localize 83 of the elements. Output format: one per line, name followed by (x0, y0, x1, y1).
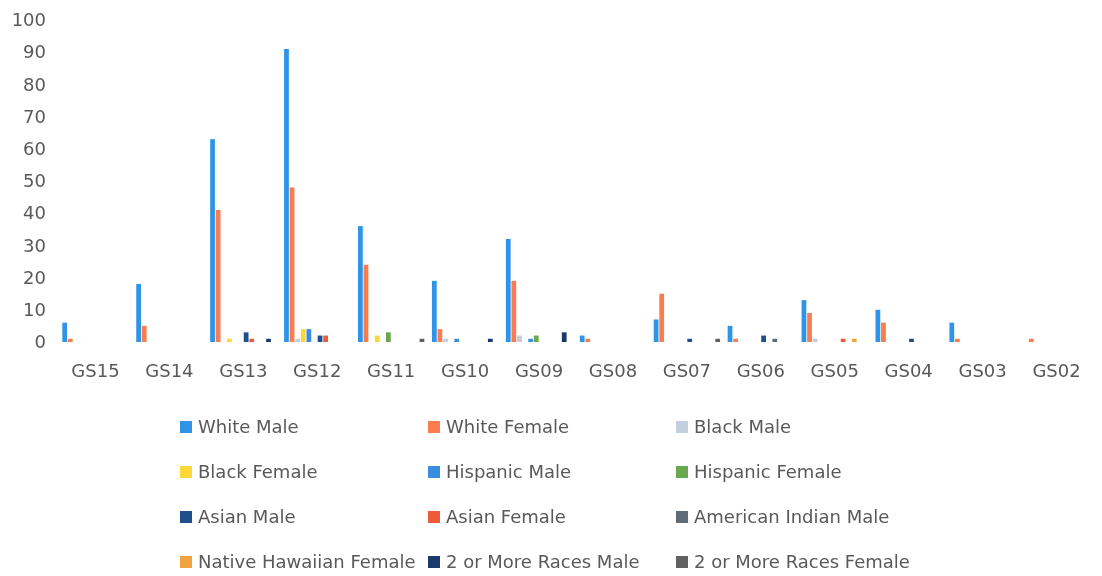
bar (374, 335, 380, 342)
bar (1028, 338, 1034, 342)
x-tick-label: GS10 (440, 359, 490, 381)
x-tick-label: GS14 (145, 359, 194, 381)
x-tick-label: GS11 (367, 359, 416, 381)
bar (840, 338, 846, 342)
bar (881, 322, 886, 342)
bar (226, 338, 232, 342)
bar (443, 338, 448, 342)
bar (772, 338, 778, 342)
legend-label: 2 or More Races Male (446, 551, 640, 573)
bar (454, 338, 460, 342)
bar (659, 293, 665, 342)
bar (266, 338, 271, 342)
bar (909, 338, 914, 342)
y-tick-label: 80 (23, 73, 46, 95)
bar (243, 332, 249, 342)
legend-label: Black Male (694, 416, 792, 438)
bar (579, 335, 585, 342)
x-tick-label: GS06 (736, 359, 785, 381)
bar (249, 338, 255, 342)
x-tick-label: GS05 (810, 359, 859, 381)
bar (511, 280, 517, 342)
bar (300, 329, 306, 342)
bar (431, 280, 437, 342)
y-tick-label: 100 (11, 9, 46, 31)
y-tick-label: 0 (34, 331, 46, 353)
bar (949, 322, 955, 342)
bar (715, 338, 721, 342)
legend-label: Native Hawaiian Female (198, 551, 416, 573)
bar (585, 338, 591, 342)
x-tick-label: GS12 (293, 359, 342, 381)
bar (875, 309, 881, 342)
bar (136, 284, 141, 342)
legend-label: 2 or More Races Female (694, 551, 910, 573)
bar (386, 332, 391, 342)
bar (323, 335, 329, 342)
x-tick-label: GS07 (662, 359, 712, 381)
bar (812, 338, 818, 342)
bar (215, 209, 221, 342)
y-tick-label: 30 (23, 234, 46, 256)
bar (358, 226, 363, 342)
bar (505, 238, 511, 342)
x-tick-label: GS13 (219, 359, 268, 381)
bar (487, 338, 493, 342)
x-tick-label: GS02 (1032, 359, 1081, 381)
bar (955, 338, 960, 342)
y-tick-label: 90 (23, 41, 46, 63)
legend-label: Hispanic Male (446, 461, 572, 483)
y-tick-label: 70 (23, 105, 46, 127)
legend-label: American Indian Male (694, 506, 890, 528)
bar (67, 338, 73, 342)
legend-label: White Male (198, 416, 299, 438)
bar (761, 335, 766, 342)
x-tick-label: GS15 (71, 359, 120, 381)
bar (807, 313, 812, 342)
x-tick-label: GS03 (958, 359, 1007, 381)
bar (306, 329, 312, 342)
bar (517, 335, 522, 342)
bar (528, 338, 534, 342)
x-tick-label: GS04 (884, 359, 933, 381)
y-tick-label: 10 (23, 299, 46, 321)
y-tick-label: 60 (23, 138, 46, 160)
bar (62, 322, 68, 342)
bar (561, 332, 567, 342)
bar (210, 139, 215, 342)
legend-label: Black Female (198, 461, 318, 483)
legend-label: Asian Female (446, 506, 566, 528)
bar (851, 338, 857, 342)
bar (733, 338, 738, 342)
x-tick-label: GS09 (514, 359, 564, 381)
x-tick-label: GS08 (588, 359, 638, 381)
bar (141, 325, 147, 342)
y-tick-label: 20 (23, 266, 46, 288)
legend-label: Hispanic Female (694, 461, 842, 483)
bar (687, 338, 693, 342)
bar (295, 338, 301, 342)
bar (533, 335, 539, 342)
legend-label: White Female (446, 416, 570, 438)
y-tick-label: 40 (23, 202, 46, 224)
y-tick-label: 50 (23, 170, 46, 192)
legend-label: Asian Male (198, 506, 296, 528)
bar (284, 48, 289, 342)
